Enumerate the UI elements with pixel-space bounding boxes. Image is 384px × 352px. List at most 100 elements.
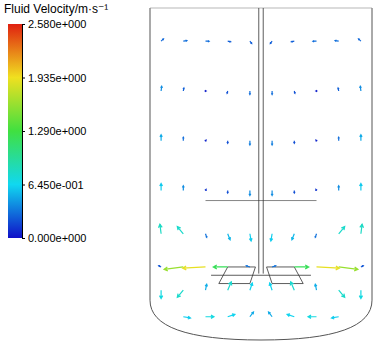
velocity-vector [250,283,253,290]
tick-label: 2.580e+000 [28,18,86,30]
tick-mark [22,131,25,132]
velocity-vector [246,265,250,266]
velocity-vector [339,290,345,297]
velocity-vector [317,266,340,270]
velocity-vector [339,267,358,271]
velocity-vector [270,41,272,43]
velocity-vector [249,141,251,145]
velocity-vector [249,234,252,241]
velocity-vector [269,283,272,290]
velocity-vector [206,315,214,318]
velocity-vector [360,135,362,141]
tick-mark [22,78,25,79]
velocity-vector [291,41,294,42]
velocity-vector [177,290,183,297]
velocity-vector [183,316,190,319]
velocity-vector [359,39,361,41]
velocity-vector [308,315,316,318]
velocity-vector [315,284,317,290]
colorbar-axis: 2.580e+000 1.935e+000 1.290e+000 6.450e-001… [22,18,86,244]
velocity-vector [213,265,227,269]
velocity-vector [160,183,163,190]
tick-label: 6.450e-001 [28,179,84,191]
velocity-vector [360,86,362,91]
velocity-vector [294,141,295,143]
velocity-vector [292,234,295,240]
velocity-vector [205,284,207,290]
velocity-vector [183,40,187,41]
velocity-vector [294,191,295,193]
colorbar-title: Fluid Velocity/m·s⁻¹ [4,2,108,16]
velocity-vector [227,91,228,93]
colorbar-axis-line [23,25,26,239]
velocity-vector [361,266,363,267]
velocity-vector [359,290,362,298]
velocity-vector [205,140,206,141]
velocity-vector [335,40,339,41]
velocity-vector [227,191,228,193]
vector-field [158,39,363,319]
tank-parts [206,8,317,284]
velocity-vector [249,91,250,95]
velocity-vector [332,316,339,319]
velocity-vector [228,282,232,290]
velocity-vector [206,234,207,238]
velocity-vector [183,88,184,91]
velocity-vector [360,183,363,190]
colorbar-tick: 1.290e+000 [22,125,86,137]
velocity-vector [182,186,184,191]
velocity-vector [360,224,364,234]
velocity-vector [177,227,183,234]
velocity-vector [272,265,276,266]
velocity-vector [206,40,210,41]
velocity-vector [159,290,162,298]
velocity-vector [205,90,206,91]
figure: Fluid Velocity/m·s⁻¹ 2.580e+000 1.935e+000… [0,0,384,352]
velocity-vector [315,234,316,238]
velocity-vector [313,40,317,41]
velocity-vector [294,265,308,269]
velocity-vector [161,86,163,91]
velocity-vector [338,88,339,91]
liquid-surface [150,8,372,9]
velocity-vector [250,312,254,317]
velocity-vector [161,39,163,41]
velocity-vector [316,90,317,91]
velocity-vector [228,41,231,42]
velocity-vector [160,135,162,141]
velocity-vector [228,314,235,317]
tick-label: 1.290e+000 [28,125,86,137]
velocity-vector [159,266,161,267]
velocity-vector [339,227,345,234]
colorbar-tick: 1.935e+000 [22,72,86,84]
tick-label: 1.935e+000 [28,72,86,84]
velocity-vector [227,141,228,143]
velocity-vector [270,234,273,241]
velocity-vector [316,189,317,190]
colorbar-tick: 0.000e+000 [22,232,86,244]
velocity-vector [294,91,295,93]
tick-mark [22,24,25,25]
tank-wall [150,8,372,340]
tick-mark [22,238,25,239]
tick-label: 0.000e+000 [28,232,86,244]
velocity-vector [250,41,252,43]
velocity-vector [164,267,183,271]
section-line [206,200,317,201]
velocity-vector [271,91,272,95]
shaft [258,8,259,274]
shaft [263,8,264,274]
colorbar-tick: 6.450e-001 [22,179,84,191]
velocity-vector [228,234,231,240]
velocity-vector [316,140,317,141]
velocity-vector [338,137,339,141]
velocity-vector [183,266,206,270]
velocity-vector [269,312,273,317]
velocity-vector [205,189,206,190]
velocity-vector [183,137,184,141]
colorbar [8,24,22,238]
velocity-vector [287,314,294,317]
velocity-vector [290,282,294,290]
impeller-disk [211,275,311,276]
velocity-vector [271,141,273,145]
